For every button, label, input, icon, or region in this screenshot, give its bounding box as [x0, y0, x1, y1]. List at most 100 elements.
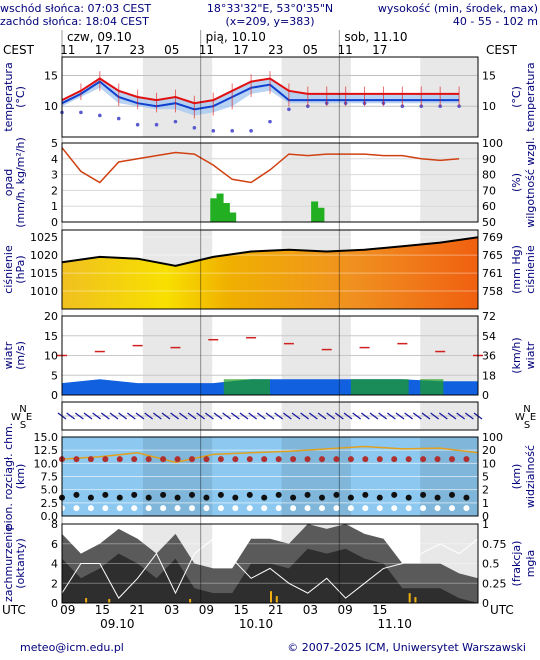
cloud-top-dot — [203, 456, 210, 463]
cloud-top-dot — [160, 456, 167, 463]
bottom-hour-label: 15 — [95, 603, 110, 617]
top-hour-label: 11 — [60, 43, 75, 57]
panel-bg — [62, 143, 478, 222]
right-tick-label: 0.25 — [482, 577, 507, 590]
cloud-base-dot — [160, 491, 167, 498]
fog-bar — [189, 599, 192, 603]
coords-text: 18°33'32"E, 53°0'35"N — [207, 2, 333, 15]
right-tick-label: 15 — [482, 69, 496, 82]
left-tick-label: 10 — [44, 100, 58, 113]
bottom-hour-label: 21 — [129, 603, 144, 617]
panel-precip: 5 4 3 2 1 0 100 90 80 70 60 50 opad (mm/h, kg/m²/h) (%… — [2, 137, 537, 229]
cloud-top-dot — [102, 456, 109, 463]
cloud-top-dot — [362, 456, 369, 463]
left-tick-label: 0.0 — [41, 510, 59, 523]
wind-direction-arrow — [187, 412, 197, 420]
top-tz-left: CEST — [3, 43, 35, 57]
left-tick-label: 6 — [51, 538, 58, 551]
cloud-top-dot — [275, 456, 282, 463]
cloud-base-dot — [347, 494, 354, 501]
cloud-base-dot — [246, 491, 253, 498]
cloud-base-dot — [290, 494, 297, 501]
cloud-base-dot — [391, 491, 398, 498]
left-tick-label: 5 — [51, 369, 58, 382]
bottom-hour-label: 09 — [60, 603, 75, 617]
panel-border — [61, 229, 479, 310]
wind-direction-arrow — [352, 412, 362, 420]
wind-direction-arrow — [430, 412, 440, 420]
cloud-top-dot — [116, 456, 123, 463]
cloud-base-dot — [232, 494, 239, 501]
cloud-base-dot — [434, 494, 441, 501]
temp-mean-line — [61, 80, 460, 111]
precip-bar — [222, 203, 230, 222]
right-tick-label: 20 — [482, 444, 496, 457]
right-tick-label: 769 — [482, 231, 503, 244]
low-cloud-dot — [362, 505, 369, 512]
precip-bar — [216, 193, 224, 222]
wind-direction-arrow — [395, 412, 405, 420]
dew-point-dot — [79, 110, 83, 115]
bottom-tz-left: UTC — [2, 603, 26, 617]
right-axis-title: wiatr — [524, 341, 537, 369]
cloud-base-dot — [362, 491, 369, 498]
fog-bar — [275, 596, 278, 603]
wind-direction-arrow — [204, 412, 214, 420]
left-axis-title: wiatr — [2, 341, 15, 369]
cloud-base-dot — [463, 494, 470, 501]
right-axis-unit: (km/h) — [510, 337, 523, 373]
bottom-tz-right: UTC — [490, 603, 514, 617]
low-cloud-dot — [174, 505, 181, 512]
top-hour-label: 17 — [95, 43, 110, 57]
dew-point-dot — [211, 129, 216, 133]
wind-direction-arrow — [343, 412, 353, 420]
top-hour-label: 17 — [372, 43, 387, 57]
dew-point-dot — [287, 107, 291, 112]
wind-level-block — [420, 379, 444, 395]
temp-max-line — [61, 77, 460, 105]
wind-direction-arrow — [464, 412, 474, 420]
wind-direction-arrow — [308, 412, 318, 420]
wind-direction-arrow — [456, 412, 466, 420]
bottom-hour-label: 09 — [337, 603, 352, 617]
right-tick-label: 758 — [482, 285, 503, 298]
wind-direction-arrow — [66, 412, 76, 420]
right-axis-title: ciśnienie — [524, 245, 537, 294]
left-tick-label: 4 — [51, 558, 58, 571]
left-tick-label: 2.5 — [41, 497, 59, 510]
low-cloud-dot — [160, 505, 167, 512]
top-hour-labels: 11 17 23 05 11 17 23 05 11 17 — [60, 43, 387, 57]
right-tick-label: 0 — [482, 597, 489, 610]
right-tick-label: 60 — [482, 200, 496, 213]
cloud-top-dot — [376, 456, 383, 463]
footer-email[interactable]: meteo@icm.edu.pl — [20, 641, 124, 654]
panel-border — [61, 523, 479, 604]
bottom-hour-label: 09 — [199, 603, 214, 617]
dew-point-dot — [116, 116, 121, 121]
compass-n: N — [19, 404, 26, 415]
right-tick-label: 80 — [482, 169, 496, 182]
cloud-base-dot — [304, 491, 311, 498]
wind-direction-arrow — [369, 412, 379, 420]
cloud-base-dot — [217, 491, 224, 498]
dew-point-dot — [268, 119, 272, 124]
low-cloud-dot — [405, 505, 412, 512]
left-axis-title: pion. rozciągł. chm. — [2, 423, 15, 531]
cloud-top-dot — [347, 456, 354, 463]
wind-direction-arrow — [92, 412, 102, 420]
panel-border — [61, 56, 479, 138]
wind-direction-arrow — [109, 412, 119, 420]
top-hour-label: 11 — [199, 43, 214, 57]
left-tick-label: 2 — [51, 577, 58, 590]
left-tick-label: 12.5 — [34, 444, 59, 457]
top-day-label: czw, 09.10 — [67, 30, 132, 44]
footer-copyright: © 2007-2025 ICM, Uniwersytet Warszawski — [287, 641, 526, 654]
left-tick-label: 5.0 — [41, 484, 59, 497]
left-axis-title: temperatura — [2, 62, 15, 131]
precip-bar — [311, 201, 319, 222]
right-axis-unit: (frakcja) — [510, 541, 523, 587]
low-cloud-dot — [275, 505, 282, 512]
right-tick-label: 18 — [482, 369, 496, 382]
